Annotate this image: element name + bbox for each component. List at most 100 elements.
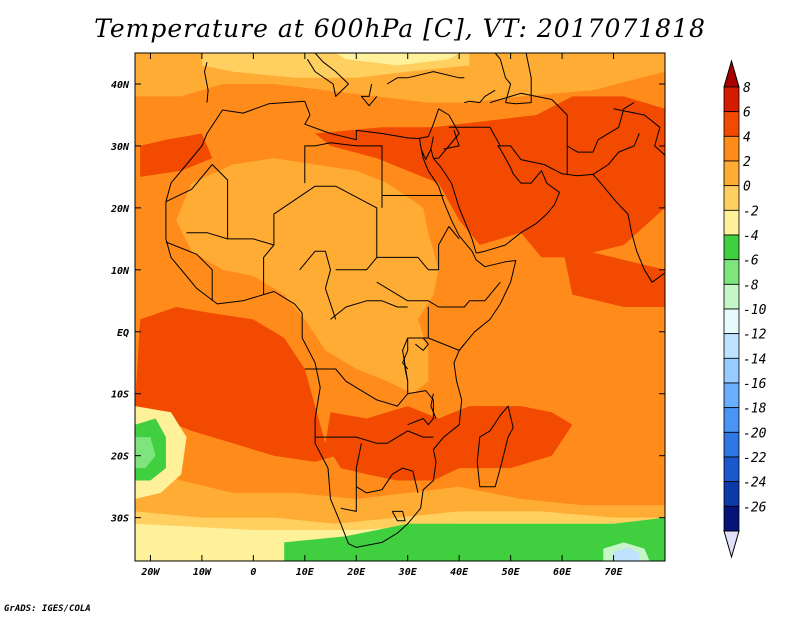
colorbar-label: 4 — [743, 130, 751, 145]
coast-line-0 — [165, 100, 440, 202]
colorbar-label: 6 — [743, 106, 751, 121]
coast-line-9 — [204, 62, 209, 103]
coast-line-3 — [430, 136, 434, 150]
coast-line-38 — [592, 133, 640, 175]
colorbar-box — [723, 111, 740, 137]
colorbar-box — [723, 135, 740, 162]
coast-line-37 — [613, 108, 665, 156]
grads-credit: GrADS: IGES/COLA — [4, 604, 91, 614]
y-tick-label: 20N — [110, 204, 130, 215]
coast-line-34 — [299, 250, 337, 320]
coast-line-19 — [376, 226, 460, 271]
colorbar-label: 8 — [743, 81, 751, 96]
colorbar-label: -16 — [743, 377, 767, 392]
colorbar-box — [723, 209, 740, 236]
colorbar-box — [723, 456, 740, 483]
coast-line-28 — [407, 390, 434, 426]
colorbar-label: -8 — [743, 278, 759, 293]
x-tick-label: 60E — [553, 567, 572, 578]
coast-line-29 — [391, 510, 406, 522]
colorbar-box — [723, 333, 740, 359]
colorbar-box — [723, 382, 740, 409]
x-tick-label: 70E — [605, 567, 624, 578]
x-tick-label: 10E — [296, 567, 315, 578]
colorbar-box — [723, 185, 740, 211]
colorbar-label: -2 — [743, 204, 759, 219]
temperature-region-13 — [284, 517, 665, 561]
colorbar-box — [723, 407, 740, 433]
coast-line-7 — [476, 405, 514, 488]
temperature-region-2 — [135, 307, 336, 462]
coast-line-41 — [464, 89, 496, 104]
coastlines — [165, 53, 665, 548]
colorbar-label: -24 — [743, 476, 766, 491]
colorbar-top-arrow — [723, 59, 740, 88]
coast-line-30 — [407, 337, 429, 351]
coast-line-2 — [420, 148, 434, 161]
coast-line-24 — [428, 337, 465, 351]
colorbar-box — [723, 481, 740, 507]
colorbar-box — [723, 259, 740, 285]
x-tick-label: 20W — [140, 567, 160, 578]
y-tick-label: 10S — [111, 390, 129, 401]
temperature-region-15 — [135, 437, 156, 469]
axis-ticks: 20W 10W 0 10E 20E 30E 40E 50E 60E 70E 40N 30N 20N 10N… — [110, 53, 665, 578]
temperature-field — [135, 53, 665, 561]
coast-line-17 — [304, 142, 383, 208]
coast-line-12 — [505, 53, 532, 105]
coast-line-16 — [165, 164, 229, 240]
colorbar-box — [723, 160, 740, 187]
colorbar-box — [723, 234, 740, 261]
colorbar-box — [723, 431, 740, 458]
colorbar: 8 6 4 2 0 -2 -4 -6 -8 -10 -12 -14 -16 -18 -20 -22 -24 -26 — [723, 59, 767, 559]
coast-line-13 — [494, 53, 512, 103]
coast-line-14 — [263, 185, 378, 295]
coast-line-26 — [355, 443, 419, 494]
coast-line-4 — [433, 108, 460, 159]
colorbar-label: -20 — [743, 426, 767, 441]
y-tick-label: EQ — [117, 328, 129, 339]
temperature-region-11 — [335, 53, 460, 66]
coast-line-40 — [443, 130, 460, 150]
colorbar-box — [723, 505, 740, 532]
temperature-region-3 — [140, 133, 213, 177]
coast-line-5 — [476, 145, 665, 283]
coast-line-32 — [430, 393, 437, 419]
coast-line-25 — [315, 430, 434, 444]
x-tick-label: 30E — [398, 567, 418, 578]
y-tick-label: 10N — [111, 266, 130, 277]
colorbar-label: -6 — [743, 254, 759, 269]
coast-line-11 — [360, 83, 378, 107]
coast-line-8 — [386, 71, 465, 85]
y-tick-label: 30N — [110, 142, 130, 153]
coast-line-39 — [448, 126, 501, 147]
coast-line-15 — [227, 238, 275, 246]
x-tick-label: 40E — [450, 567, 469, 578]
plot-frame — [134, 52, 666, 562]
coast-line-6 — [433, 157, 477, 254]
temperature-region-4 — [562, 245, 665, 307]
coast-line-21 — [330, 300, 408, 320]
temperature-region-1 — [325, 406, 573, 481]
x-tick-label: 10W — [193, 567, 212, 578]
colorbar-label: -10 — [743, 303, 767, 318]
x-tick-label: 20E — [346, 567, 366, 578]
coast-line-20 — [376, 281, 501, 308]
colorbar-label: -26 — [743, 500, 767, 515]
x-tick-label: 50E — [502, 567, 521, 578]
temperature-region-5 — [176, 158, 439, 394]
colorbar-box — [723, 308, 740, 335]
colorbar-box — [723, 357, 740, 384]
colorbar-label: -12 — [743, 328, 767, 343]
colorbar-label: -14 — [743, 352, 766, 367]
y-tick-label: 40N — [111, 80, 130, 91]
temperature-region-17 — [613, 547, 640, 561]
coast-line-10 — [306, 53, 349, 97]
colorbar-bottom-arrow — [723, 530, 740, 559]
coast-line-27 — [340, 486, 357, 512]
x-tick-label: 0 — [250, 567, 256, 578]
colorbar-label: -18 — [743, 402, 767, 417]
colorbar-box — [723, 283, 740, 310]
coast-line-35 — [489, 92, 635, 153]
